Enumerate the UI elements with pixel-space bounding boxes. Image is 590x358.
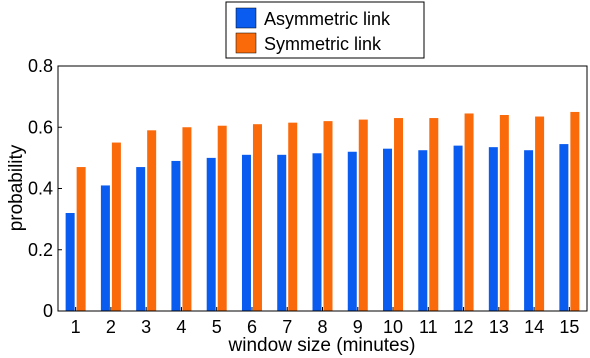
- y-tick-label-0.2: 0.2: [28, 240, 53, 260]
- y-axis-ticks: 0 0.2 0.4 0.6 0.8: [28, 56, 62, 321]
- bar-asymmetric-15: [559, 144, 569, 311]
- plot-frame: [57, 65, 588, 312]
- x-tick-label-6: 6: [247, 317, 257, 337]
- bar-asymmetric-14: [524, 150, 534, 311]
- bar-symmetric-12: [464, 113, 474, 311]
- legend-swatch-asymmetric: [235, 7, 257, 29]
- bar-asymmetric-6: [241, 154, 251, 311]
- y-tick-label-0.8: 0.8: [28, 56, 53, 76]
- legend-swatch-symmetric: [235, 32, 257, 54]
- x-tick-label-14: 14: [524, 317, 544, 337]
- x-tick-label-5: 5: [212, 317, 222, 337]
- legend: Asymmetric link Symmetric link: [225, 1, 425, 59]
- bar-asymmetric-1: [65, 213, 75, 311]
- legend-box: [225, 1, 425, 59]
- bars-group: [65, 111, 580, 312]
- x-tick-label-13: 13: [489, 317, 509, 337]
- bar-asymmetric-2: [100, 185, 110, 311]
- legend-label-asymmetric: Asymmetric link: [264, 9, 391, 29]
- y-tick-label-0: 0: [43, 301, 53, 321]
- x-tick-label-2: 2: [106, 317, 116, 337]
- bar-symmetric-8: [323, 121, 333, 311]
- x-tick-label-1: 1: [71, 317, 81, 337]
- bar-symmetric-11: [429, 118, 439, 311]
- bar-asymmetric-3: [136, 167, 146, 311]
- bar-symmetric-5: [217, 125, 227, 311]
- bar-asymmetric-4: [171, 160, 181, 311]
- x-tick-label-9: 9: [353, 317, 363, 337]
- bar-asymmetric-8: [312, 153, 322, 311]
- bar-asymmetric-10: [383, 148, 393, 311]
- bar-asymmetric-7: [277, 154, 287, 311]
- x-tick-label-3: 3: [141, 317, 151, 337]
- bar-asymmetric-11: [418, 150, 428, 311]
- x-tick-label-7: 7: [282, 317, 292, 337]
- bar-asymmetric-5: [206, 157, 216, 312]
- bar-symmetric-6: [252, 124, 262, 311]
- bar-symmetric-7: [288, 122, 298, 311]
- bar-symmetric-4: [182, 127, 192, 311]
- y-tick-label-0.6: 0.6: [28, 117, 53, 137]
- bar-symmetric-15: [570, 111, 580, 311]
- bar-asymmetric-13: [488, 147, 498, 311]
- legend-label-symmetric: Symmetric link: [264, 34, 382, 54]
- x-tick-label-15: 15: [559, 317, 579, 337]
- bar-symmetric-3: [147, 130, 157, 311]
- y-axis-title: probability: [6, 144, 27, 231]
- bar-asymmetric-9: [347, 151, 357, 311]
- x-tick-label-8: 8: [317, 317, 327, 337]
- x-tick-label-11: 11: [419, 317, 438, 337]
- x-tick-label-4: 4: [176, 317, 186, 337]
- bar-asymmetric-12: [453, 145, 463, 312]
- bar-symmetric-9: [358, 119, 368, 311]
- x-axis-ticks: 1 2 3 4 5 6 7 8 9 10 11 12 13 14 15: [71, 307, 579, 337]
- bar-symmetric-2: [111, 142, 121, 311]
- x-tick-label-10: 10: [383, 317, 403, 337]
- y-tick-label-0.4: 0.4: [28, 179, 53, 199]
- x-tick-label-12: 12: [454, 317, 474, 337]
- bar-symmetric-10: [394, 118, 404, 311]
- bar-symmetric-14: [535, 116, 545, 311]
- bar-symmetric-13: [499, 115, 509, 311]
- x-axis-title: window size (minutes): [228, 335, 416, 356]
- bar-symmetric-1: [76, 167, 86, 311]
